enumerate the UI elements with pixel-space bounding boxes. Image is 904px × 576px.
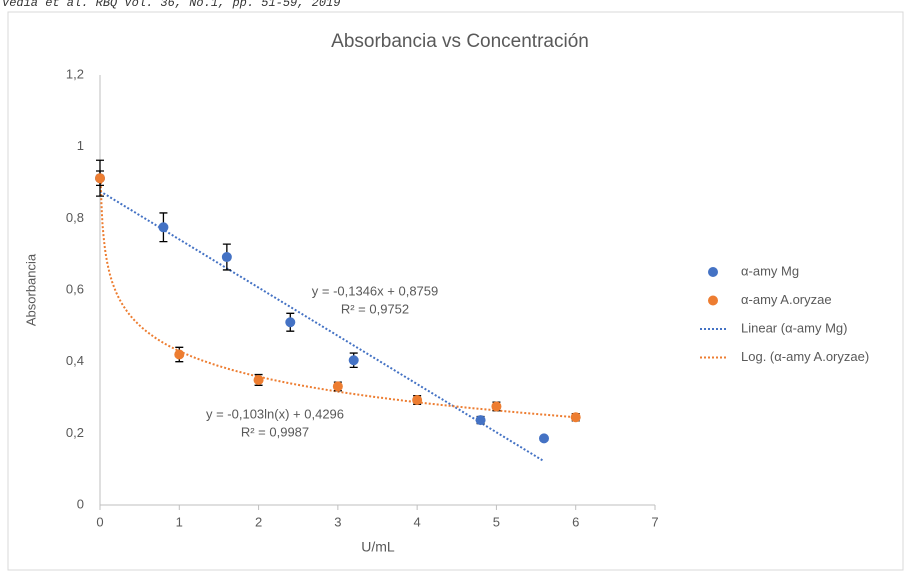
legend-marker	[708, 295, 718, 306]
trendline-r2: R² = 0,9987	[241, 424, 309, 439]
trendline	[99, 190, 545, 463]
legend-label: Log. (α-amy A.oryzae)	[741, 349, 869, 364]
x-tick-label: 1	[176, 514, 183, 529]
y-tick-label: 0,4	[66, 353, 84, 368]
data-point	[491, 401, 502, 412]
header: Vedia et al. RBQ Vol. 36, No.1, pp. 51-5…	[2, 0, 340, 10]
x-tick-label: 4	[414, 514, 421, 529]
chart-title: Absorbancia vs Concentración	[331, 31, 589, 52]
data-point	[174, 349, 185, 360]
data-point	[539, 433, 549, 444]
data-point	[475, 415, 486, 426]
y-tick-label: 0,2	[66, 425, 84, 440]
data-point	[95, 173, 105, 184]
y-tick-label: 1	[77, 138, 84, 153]
x-tick-label: 3	[334, 514, 341, 529]
data-point	[348, 355, 359, 366]
y-tick-label: 0,8	[66, 210, 84, 225]
y-tick-label: 1,2	[66, 66, 84, 81]
x-axis-label: U/mL	[361, 539, 395, 555]
y-tick-label: 0	[77, 496, 84, 511]
y-axis-label: Absorbancia	[23, 253, 38, 326]
data-point	[570, 412, 581, 423]
data-point	[253, 374, 264, 385]
x-tick-label: 7	[651, 514, 658, 529]
data-point	[332, 381, 343, 392]
x-tick-label: 2	[255, 514, 262, 529]
legend-label: Linear (α-amy Mg)	[741, 320, 847, 335]
legend-label: α-amy Mg	[741, 263, 799, 278]
x-tick-label: 6	[572, 514, 579, 529]
trendline-equation: y = -0,1346x + 0,8759	[312, 283, 438, 298]
data-point	[221, 252, 232, 263]
trendline-equation: y = -0,103ln(x) + 0,4296	[206, 406, 344, 421]
trendline-r2: R² = 0,9752	[341, 301, 409, 316]
x-tick-label: 0	[96, 514, 103, 529]
x-tick-label: 5	[493, 514, 500, 529]
chart-border	[7, 11, 904, 571]
data-point	[412, 395, 423, 406]
legend-label: α-amy A.oryzae	[741, 292, 832, 307]
legend-marker	[708, 267, 718, 277]
y-tick-label: 0,6	[66, 281, 84, 296]
trendline	[99, 178, 576, 419]
data-point	[158, 222, 169, 233]
data-point	[285, 317, 296, 328]
